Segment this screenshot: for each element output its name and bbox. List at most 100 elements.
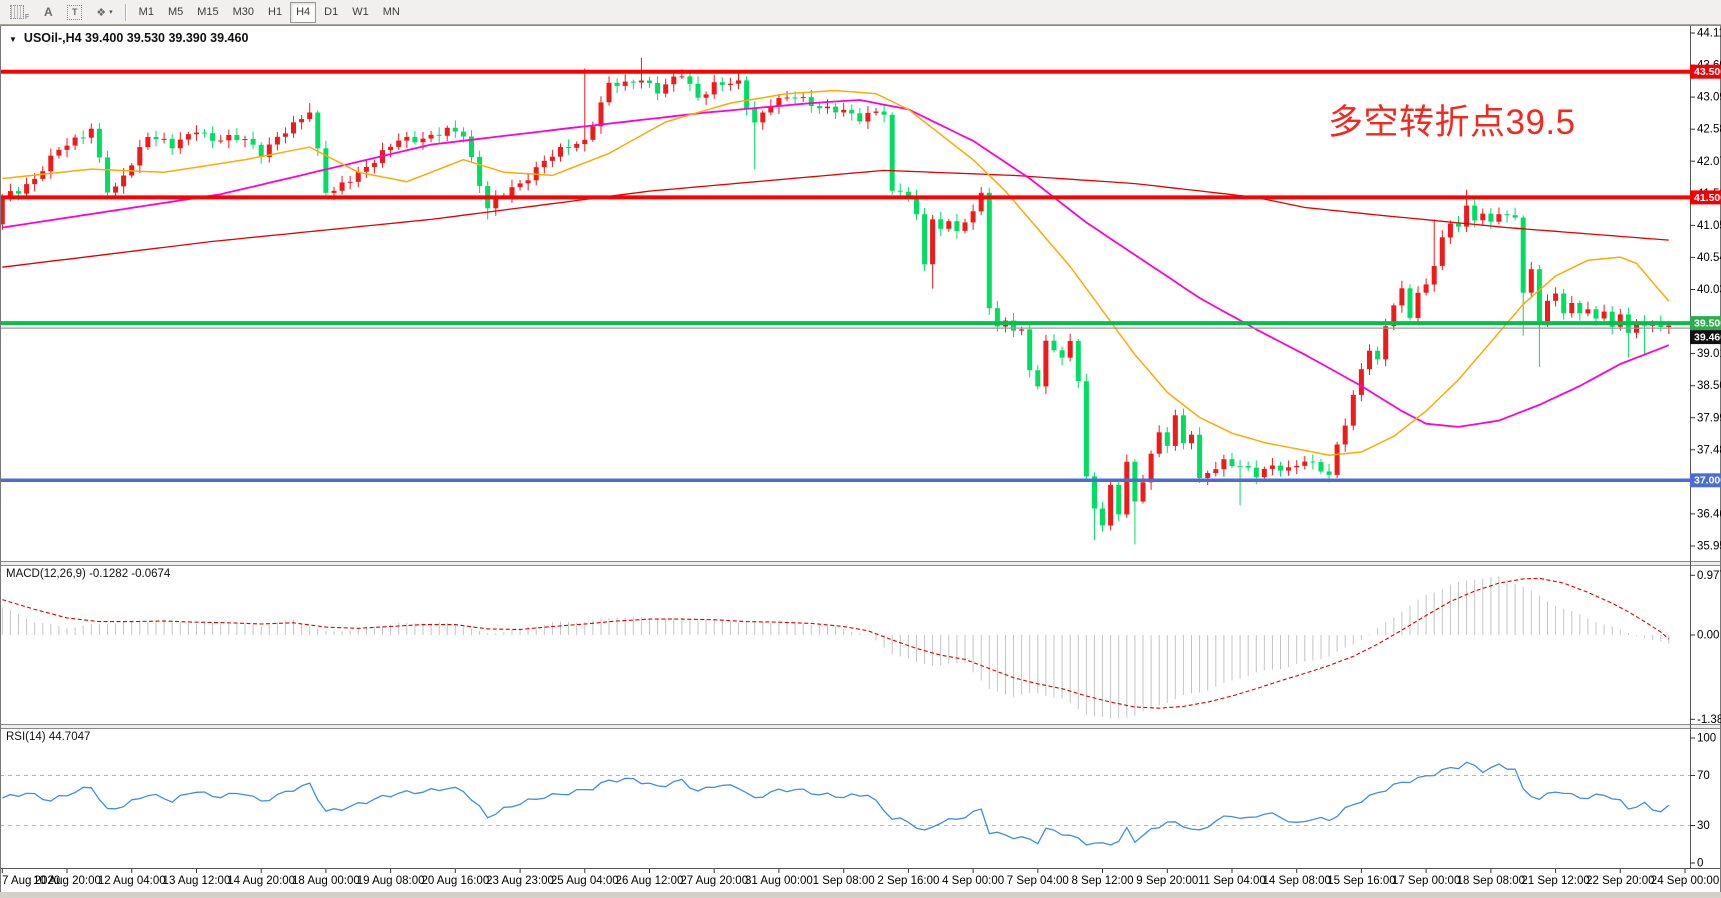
candle — [930, 219, 936, 265]
candle — [88, 128, 94, 138]
candle — [24, 184, 30, 194]
candle — [1367, 350, 1372, 370]
candle — [1472, 205, 1478, 221]
candle — [808, 97, 814, 106]
candle — [994, 308, 1000, 327]
candle — [1496, 214, 1502, 222]
candle — [881, 111, 887, 115]
candle — [914, 196, 919, 215]
candle — [865, 112, 871, 122]
toolbar-separator — [124, 3, 127, 21]
svg-text:17 Sep 00:00: 17 Sep 00:00 — [1392, 875, 1460, 887]
timeframe-button-M1[interactable]: M1 — [138, 6, 154, 18]
candle — [210, 133, 216, 141]
candle — [1334, 444, 1340, 475]
svg-text:23 Aug 23:00: 23 Aug 23:00 — [486, 875, 554, 887]
toolbar-icon-group: F A T ❖ ▾ — [3, 2, 120, 23]
candle — [622, 81, 628, 86]
candle — [307, 112, 313, 120]
candle — [347, 181, 353, 183]
candle — [145, 137, 151, 148]
svg-text:44.115: 44.115 — [1697, 28, 1721, 40]
macd-axis[interactable]: 0.9779 0.00 -1.382 — [1690, 570, 1721, 726]
candle — [1197, 434, 1203, 478]
macd-indicator-label: MACD(12,26,9) -0.1282 -0.0674 — [6, 568, 171, 580]
candle — [1221, 459, 1227, 470]
candle — [889, 114, 895, 191]
price-badge-43.500: 43.500 — [1690, 64, 1721, 79]
price-badge-37.000: 37.000 — [1690, 473, 1721, 488]
timeframe-button-D1[interactable]: D1 — [324, 6, 339, 18]
candle — [169, 138, 175, 149]
candle — [1545, 300, 1550, 322]
timeframe-button-H4[interactable]: H4 — [290, 1, 317, 23]
svg-text:8 Sep 12:00: 8 Sep 12:00 — [1072, 875, 1134, 887]
timeframe-button-M15[interactable]: M15 — [197, 6, 219, 18]
candle — [736, 80, 741, 84]
candle — [671, 76, 677, 85]
cursor-objects-tool-icon[interactable]: ❖ ▾ — [96, 6, 113, 19]
candle — [833, 106, 839, 113]
timeframe-button-M30[interactable]: M30 — [232, 6, 255, 18]
svg-text:41.500: 41.500 — [1694, 192, 1721, 204]
rsi-axis[interactable]: 100 70 30 0 — [1690, 733, 1716, 870]
svg-text:38.505: 38.505 — [1697, 380, 1721, 392]
panel-separator[interactable] — [0, 561, 1721, 566]
candle — [1447, 223, 1453, 238]
candle — [574, 144, 580, 148]
panel-separator[interactable] — [0, 724, 1721, 729]
candle — [266, 144, 272, 157]
annotation-text: 多空转折点39.5 — [1328, 103, 1576, 142]
candle — [161, 138, 167, 140]
candle — [905, 191, 911, 197]
text-a-icon[interactable]: A — [43, 5, 53, 19]
timeframe-button-H1[interactable]: H1 — [268, 6, 283, 18]
candle — [1375, 350, 1381, 360]
timeframe-button-MN[interactable]: MN — [382, 6, 400, 18]
candle — [1294, 465, 1300, 468]
macd-panel — [1, 576, 1670, 719]
candle — [606, 82, 612, 103]
candle — [744, 80, 750, 109]
candle — [598, 102, 604, 127]
text-label-tool-icon[interactable]: T — [61, 2, 88, 23]
timeframe-button-W1[interactable]: W1 — [352, 6, 369, 18]
candle — [1253, 467, 1259, 477]
candle — [121, 175, 127, 187]
candle — [849, 109, 855, 114]
candle — [1083, 381, 1089, 477]
candle — [630, 81, 636, 83]
candle — [80, 137, 86, 139]
svg-text:37.000: 37.000 — [1694, 475, 1721, 487]
candle — [590, 126, 596, 140]
candle — [1423, 284, 1429, 293]
candle — [1399, 288, 1405, 306]
candle — [1585, 309, 1591, 314]
current-price-badge: 39.460 — [1690, 330, 1721, 345]
candle — [1043, 340, 1049, 387]
candle — [202, 132, 208, 134]
timeframe-button-M5[interactable]: M5 — [167, 6, 184, 18]
svg-text:13 Aug 12:00: 13 Aug 12:00 — [163, 875, 231, 887]
candle — [396, 140, 402, 147]
candle — [299, 119, 305, 123]
candle — [970, 211, 976, 223]
candle — [1205, 473, 1211, 478]
candle — [113, 186, 119, 193]
candle — [412, 136, 418, 143]
svg-text:24 Sep 00:00: 24 Sep 00:00 — [1651, 875, 1719, 887]
svg-text:26 Aug 12:00: 26 Aug 12:00 — [616, 875, 684, 887]
candle — [776, 98, 782, 107]
candle — [614, 82, 620, 86]
candle — [1350, 394, 1356, 426]
chart-shift-grid-icon[interactable]: F — [4, 2, 35, 23]
symbol-dropdown-icon[interactable]: ▼ — [9, 35, 17, 44]
candle — [841, 109, 847, 113]
svg-text:7 Aug 2020: 7 Aug 2020 — [2, 875, 60, 887]
candle — [1666, 325, 1672, 327]
candle — [1318, 462, 1324, 472]
candle — [1148, 453, 1154, 483]
